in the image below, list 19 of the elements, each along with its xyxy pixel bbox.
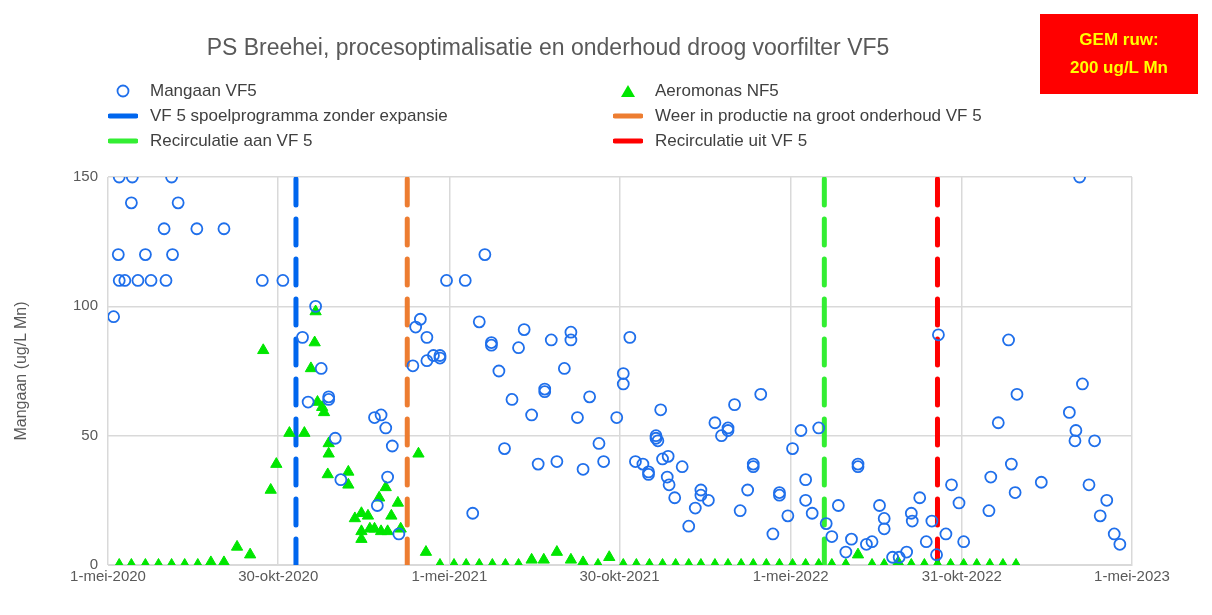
x-tick-label: 30-okt-2020 [238, 567, 319, 585]
x-tick-label: 1-mei-2021 [411, 567, 488, 585]
legend-label: Weer in productie na groot onderhoud VF 5 [655, 106, 982, 126]
y-tick-label: 0 [89, 555, 98, 573]
x-tick-label: 1-mei-2022 [752, 567, 829, 585]
legend-label: Recirculatie uit VF 5 [655, 131, 808, 151]
y-tick-label: 150 [72, 167, 98, 185]
legend-label: Recirculatie aan VF 5 [150, 131, 313, 151]
x-tick-label: 31-okt-2022 [921, 567, 1002, 585]
y-tick-label: 50 [81, 425, 98, 443]
text: GEM ruw: 200 ug/L Mn [1040, 14, 1198, 94]
legend-label: Aeromonas NF5 [655, 81, 779, 101]
y-axis-title: Mangaan (ug/L Mn) [12, 301, 30, 441]
x-tick-label: 1-mei-2023 [1094, 567, 1170, 585]
legend-label: VF 5 spoelprogramma zonder expansie [150, 106, 448, 126]
x-tick-label: 30-okt-2021 [579, 567, 660, 585]
legend-label: Mangaan VF5 [150, 81, 257, 101]
y-tick-label: 100 [72, 296, 98, 314]
chart-title: PS Breehei, procesoptimalisatie en onderhoud droog voorfilter VF5 [205, 34, 891, 61]
